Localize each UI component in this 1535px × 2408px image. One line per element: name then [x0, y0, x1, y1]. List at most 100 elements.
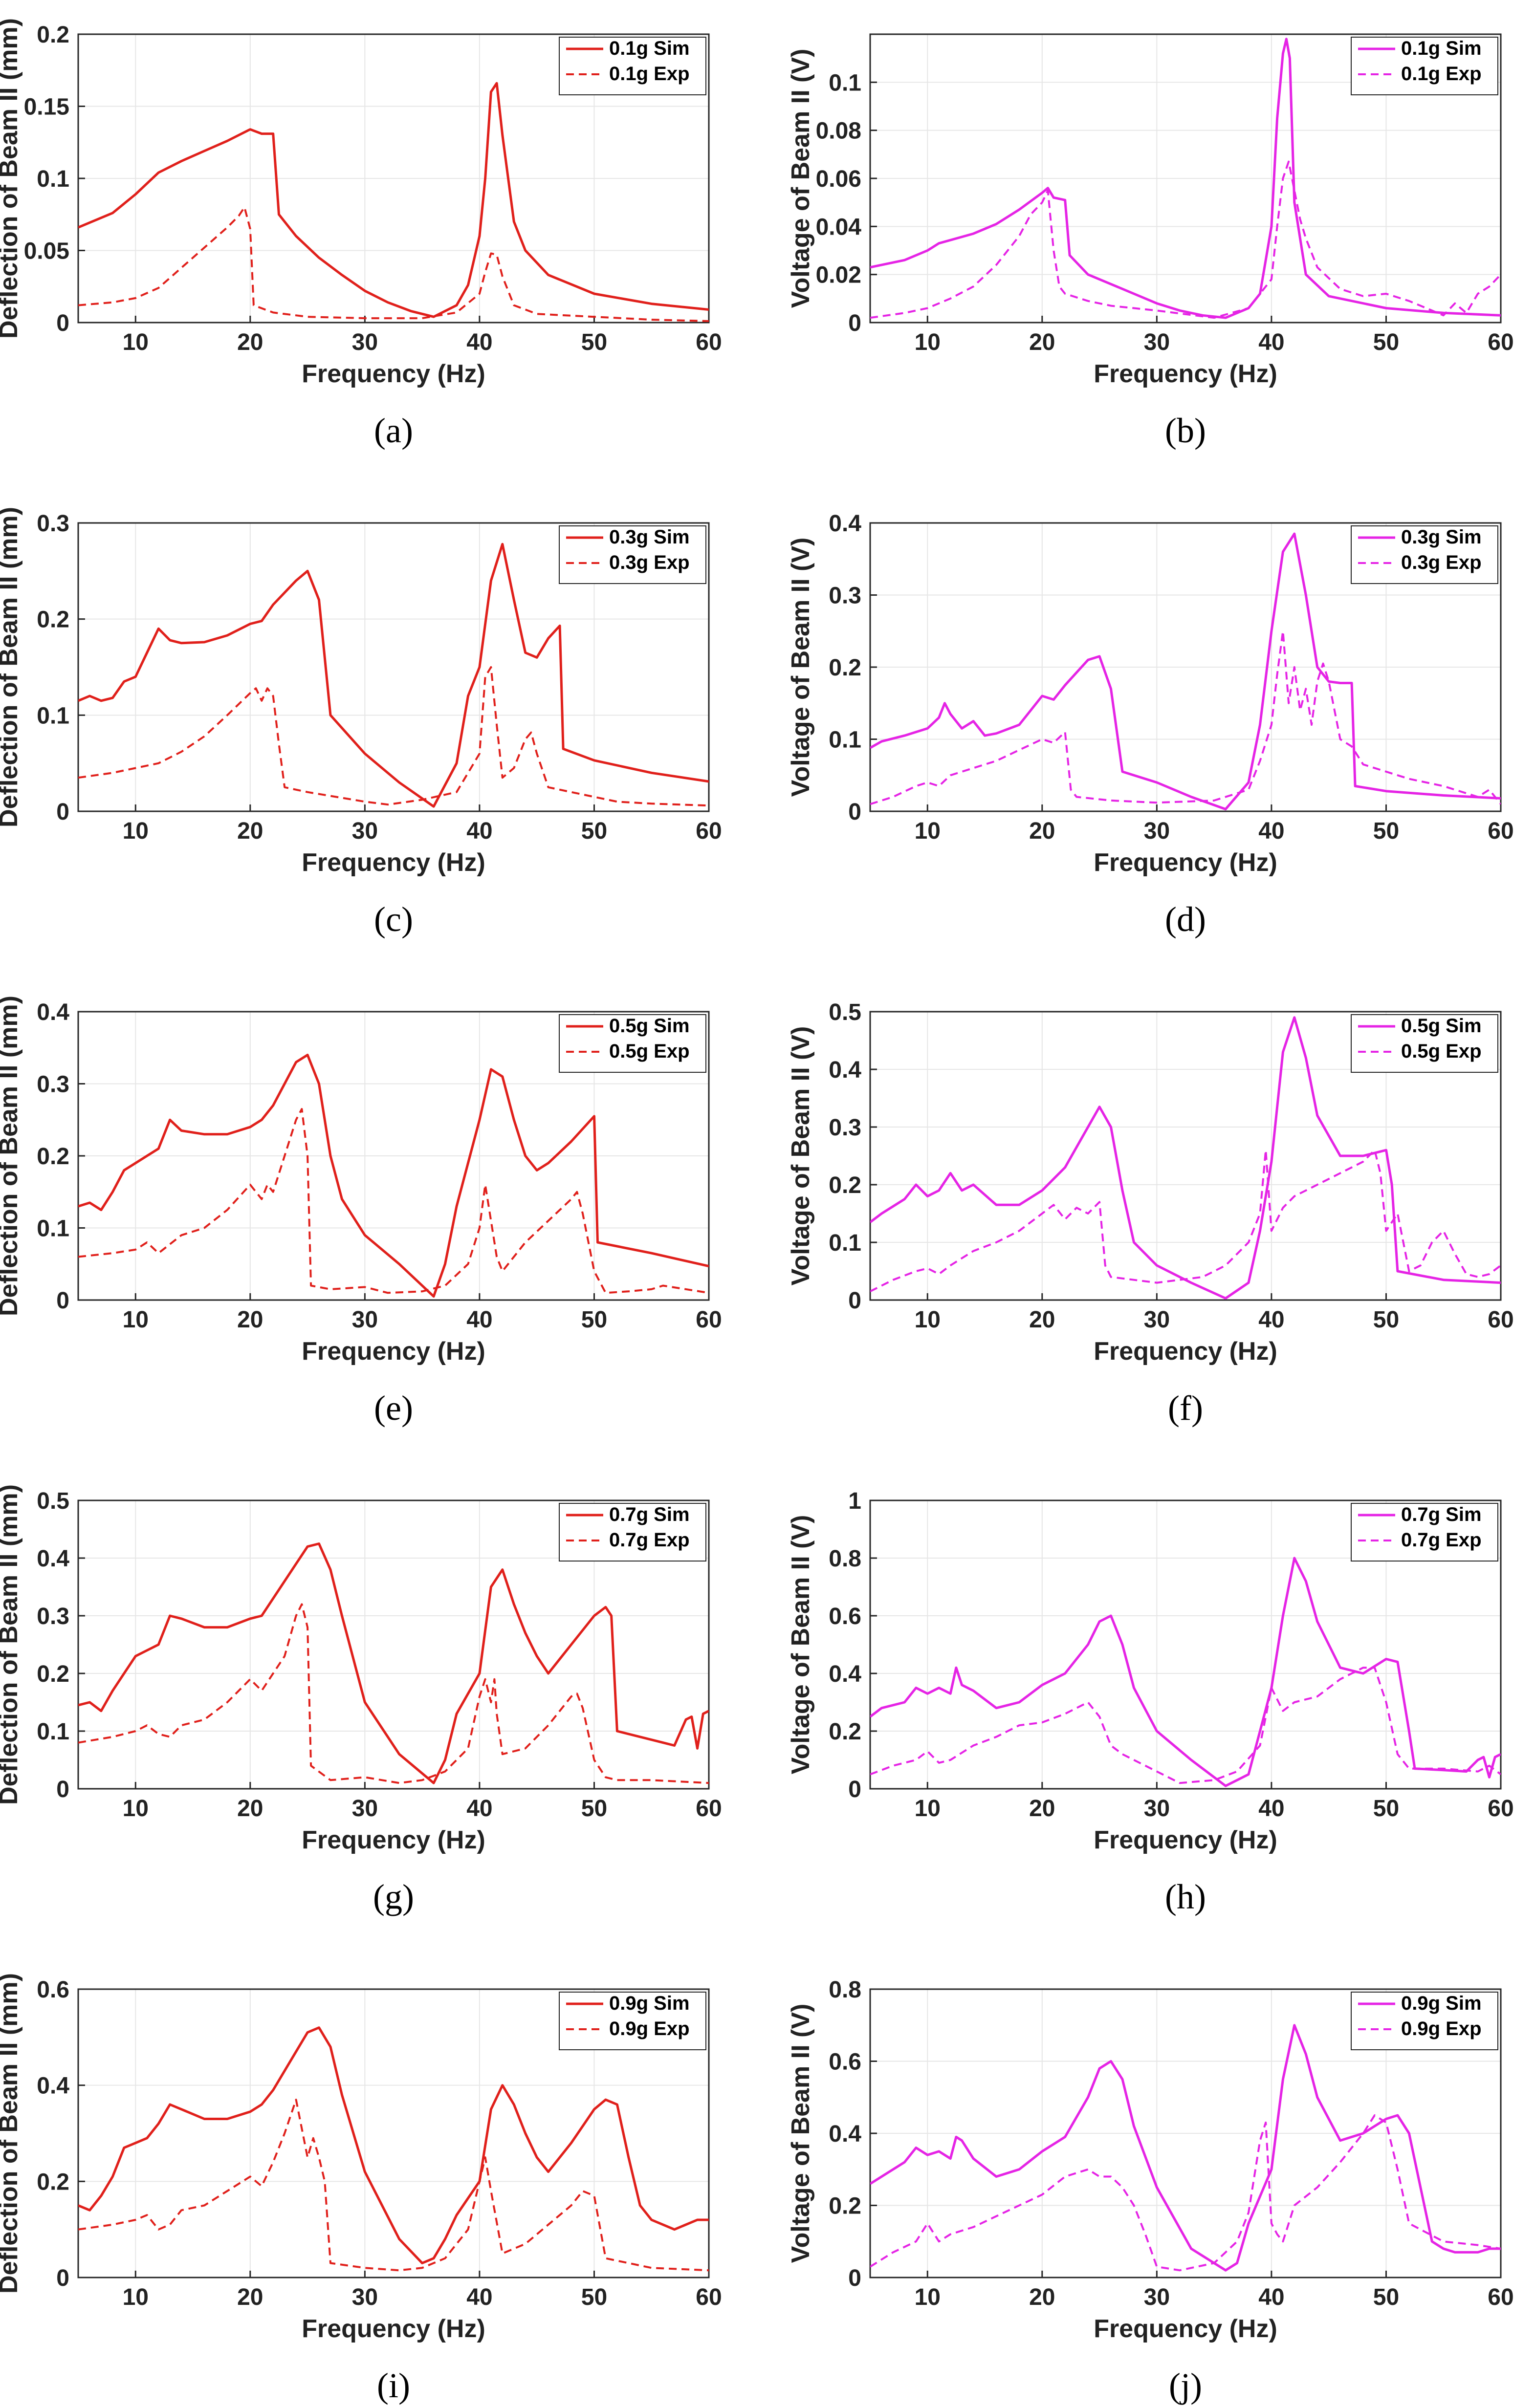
chart-c-series-exp: [78, 666, 709, 807]
chart-d-ytick-label-4: 0.4: [829, 511, 861, 537]
chart-a-xlabel: Frequency (Hz): [302, 360, 485, 388]
chart-e-legend-label-1: 0.5g Exp: [609, 1041, 690, 1062]
chart-j-panel-label: (j): [1169, 2366, 1202, 2405]
chart-e: 10 20 30 40 50 60 0 0.1 0.2 0.3 0.4 Frequency (Hz) D…: [0, 996, 722, 1428]
chart-e-ytick-label-4: 0.4: [37, 999, 69, 1025]
chart-i-panel-label: (i): [377, 2366, 410, 2405]
chart-a-ytick-label-1: 0.05: [24, 239, 69, 264]
chart-c-series-sim: [78, 542, 709, 808]
chart-b: 10 20 30 40 50 60 0 0.02 0.04 0.06 0.08 0.1 Frequenc…: [787, 33, 1514, 450]
chart-h-legend-box: [1351, 1503, 1498, 1562]
chart-c-xtick-label-1: 20: [237, 818, 263, 844]
chart-j-series-exp: [870, 2114, 1501, 2272]
chart-g-ytick-label-2: 0.2: [37, 1661, 69, 1687]
chart-c-legend-label-0: 0.3g Sim: [609, 526, 690, 548]
chart-d-ytick-label-0: 0: [848, 799, 861, 825]
chart-f-ytick-label-3: 0.3: [829, 1115, 861, 1141]
chart-c-legend-box: [559, 525, 706, 584]
chart-h-series-exp: [870, 1667, 1501, 1784]
chart-f-series-exp: [870, 1149, 1501, 1293]
chart-c-xlabel: Frequency (Hz): [302, 848, 485, 877]
chart-b-ytick-label-1: 0.02: [816, 262, 861, 288]
chart-g-ytick-label-4: 0.4: [37, 1546, 69, 1572]
chart-f-ytick-label-4: 0.4: [829, 1057, 861, 1083]
chart-h-legend-label-1: 0.7g Exp: [1401, 1529, 1482, 1551]
chart-a-xtick-label-0: 10: [123, 329, 149, 355]
chart-j-xtick-label-5: 60: [1488, 2284, 1513, 2310]
chart-h-ytick-label-1: 0.2: [829, 1719, 861, 1745]
chart-g-xtick-label-1: 20: [237, 1796, 263, 1822]
chart-e-panel-label: (e): [374, 1388, 413, 1428]
chart-f: 10 20 30 40 50 60 0 0.1 0.2 0.3 0.4 0.5 Frequency (H…: [787, 999, 1514, 1428]
chart-d-panel-label: (d): [1165, 900, 1206, 939]
chart-b-ytick-label-0: 0: [848, 310, 861, 336]
chart-g-ytick-label-0: 0: [56, 1777, 69, 1802]
chart-f-xtick-label-4: 50: [1373, 1307, 1399, 1333]
chart-e-xtick-label-0: 10: [123, 1307, 149, 1333]
chart-j-ytick-label-2: 0.4: [829, 2121, 861, 2147]
chart-a-legend: 0.1g Sim 0.1g Exp: [559, 37, 706, 95]
chart-b-legend: 0.1g Sim 0.1g Exp: [1351, 37, 1498, 95]
chart-f-xtick-label-0: 10: [915, 1307, 941, 1333]
chart-h-xtick-label-1: 20: [1029, 1796, 1055, 1822]
chart-e-ytick-label-2: 0.2: [37, 1144, 69, 1170]
chart-a-xtick-label-4: 50: [581, 329, 607, 355]
chart-f-ytick-label-0: 0: [848, 1288, 861, 1314]
chart-i-legend-box: [559, 1992, 706, 2050]
chart-e-legend: 0.5g Sim 0.5g Exp: [559, 1014, 706, 1073]
chart-d-xlabel: Frequency (Hz): [1094, 848, 1277, 877]
chart-c-ytick-label-3: 0.3: [37, 511, 69, 537]
chart-d-ytick-label-1: 0.1: [829, 727, 861, 753]
chart-b-series-exp: [870, 160, 1501, 319]
chart-d-xtick-label-2: 30: [1144, 818, 1170, 844]
chart-b-xtick-label-2: 30: [1144, 329, 1170, 355]
chart-a-ytick-label-4: 0.2: [37, 22, 69, 48]
chart-j: 10 20 30 40 50 60 0 0.2 0.4 0.6 0.8 Frequency (Hz) V…: [787, 1977, 1514, 2405]
chart-j-ytick-label-1: 0.2: [829, 2193, 861, 2219]
chart-g-legend-label-1: 0.7g Exp: [609, 1529, 690, 1551]
chart-i-xtick-label-4: 50: [581, 2284, 607, 2310]
chart-c-legend: 0.3g Sim 0.3g Exp: [559, 525, 706, 584]
chart-h-ylabel: Voltage of Beam II (V): [787, 1515, 815, 1775]
chart-h-ytick-label-5: 1: [848, 1488, 861, 1514]
chart-c-axes-frame: [77, 522, 710, 812]
chart-e-xtick-label-5: 60: [696, 1307, 722, 1333]
chart-b-xtick-label-3: 40: [1258, 329, 1284, 355]
chart-g-xlabel: Frequency (Hz): [302, 1826, 485, 1854]
chart-c-xtick-label-4: 50: [581, 818, 607, 844]
chart-c: 10 20 30 40 50 60 0 0.1 0.2 0.3 Frequency (Hz) Defl…: [0, 507, 722, 939]
chart-g-xtick-label-0: 10: [123, 1796, 149, 1822]
chart-g-ylabel: Deflection of Beam II (mm): [0, 1484, 23, 1805]
chart-h-legend-label-0: 0.7g Sim: [1401, 1504, 1482, 1525]
chart-j-ylabel: Voltage of Beam II (V): [787, 2004, 815, 2263]
chart-g-legend-label-0: 0.7g Sim: [609, 1504, 690, 1525]
chart-e-xtick-label-3: 40: [466, 1307, 492, 1333]
chart-a-legend-label-1: 0.1g Exp: [609, 63, 690, 85]
chart-a-xtick-label-2: 30: [352, 329, 378, 355]
chart-i-xtick-label-2: 30: [352, 2284, 378, 2310]
chart-g-ytick-label-5: 0.5: [37, 1488, 69, 1514]
chart-h-xtick-label-2: 30: [1144, 1796, 1170, 1822]
chart-b-legend-label-0: 0.1g Sim: [1401, 38, 1482, 59]
chart-h-xtick-label-0: 10: [915, 1796, 941, 1822]
chart-b-xtick-label-0: 10: [915, 329, 941, 355]
chart-a-ytick-label-2: 0.1: [37, 166, 69, 192]
chart-i-xtick-label-1: 20: [237, 2284, 263, 2310]
chart-b-series-sim: [870, 38, 1501, 319]
chart-a-series-sim: [78, 82, 709, 318]
chart-f-legend: 0.5g Sim 0.5g Exp: [1351, 1014, 1498, 1073]
chart-j-legend-label-0: 0.9g Sim: [1401, 1993, 1482, 2014]
chart-g-ytick-label-3: 0.3: [37, 1604, 69, 1629]
chart-d-series-sim: [870, 532, 1501, 811]
chart-i-ytick-label-3: 0.6: [37, 1977, 69, 2003]
chart-b-xlabel: Frequency (Hz): [1094, 360, 1277, 388]
chart-g-legend: 0.7g Sim 0.7g Exp: [559, 1503, 706, 1562]
chart-i-ytick-label-1: 0.2: [37, 2169, 69, 2195]
chart-f-ytick-label-2: 0.2: [829, 1172, 861, 1198]
chart-f-xtick-label-1: 20: [1029, 1307, 1055, 1333]
chart-g-ytick-label-1: 0.1: [37, 1719, 69, 1745]
chart-b-panel-label: (b): [1165, 411, 1206, 450]
chart-g-panel-label: (g): [373, 1877, 414, 1916]
chart-d-legend-label-0: 0.3g Sim: [1401, 526, 1482, 548]
chart-d-xtick-label-0: 10: [915, 818, 941, 844]
